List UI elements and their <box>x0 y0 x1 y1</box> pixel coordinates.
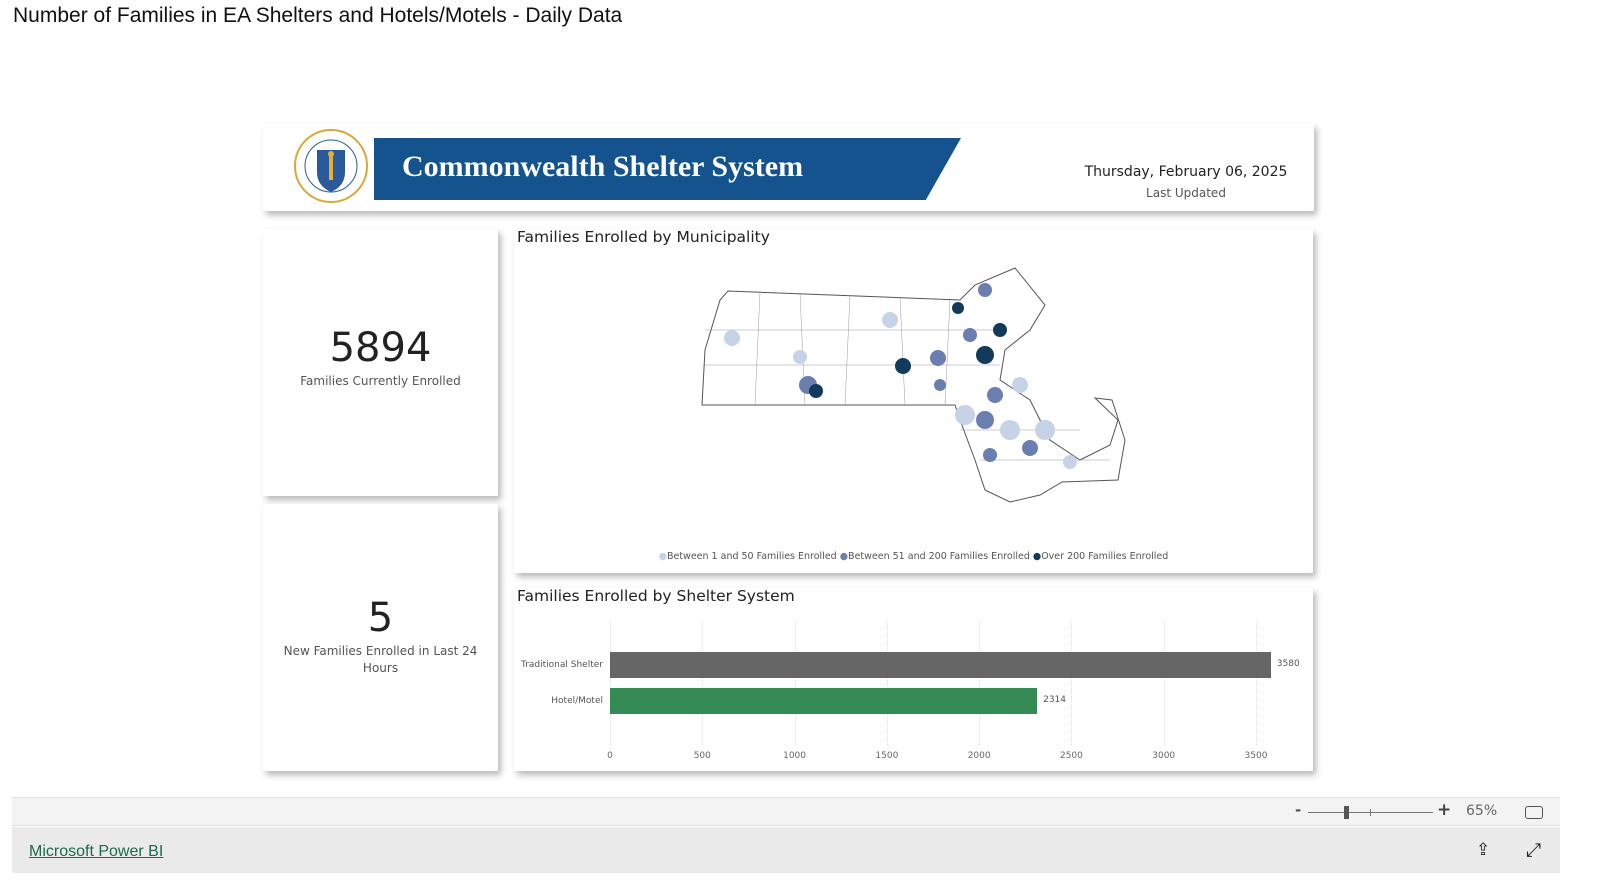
bar-chart-title: Families Enrolled by Shelter System <box>517 587 795 605</box>
x-tick-label: 0 <box>607 751 613 761</box>
map-legend: ●Between 1 and 50 Families Enrolled ●Bet… <box>514 551 1313 562</box>
legend-item: ●Between 1 and 50 Families Enrolled <box>658 551 837 562</box>
gridline <box>794 620 796 745</box>
bar-traditional-shelter[interactable] <box>610 652 1271 678</box>
legend-item: ●Between 51 and 200 Families Enrolled <box>839 551 1030 562</box>
banner-title: Commonwealth Shelter System <box>402 150 804 183</box>
data-label: 3580 <box>1276 659 1300 669</box>
x-tick-label: 1000 <box>783 751 807 761</box>
gridline <box>610 620 611 745</box>
bar-chart-card: Families Enrolled by Shelter System <box>514 587 1313 771</box>
massachusetts-seal-logo <box>294 129 368 203</box>
bottom-bar: Microsoft Power BI ⇪ ⤢ <box>12 827 1560 873</box>
map-title: Families Enrolled by Municipality <box>517 228 770 246</box>
kpi-label: Families Currently Enrolled <box>300 374 461 388</box>
kpi-label: New Families Enrolled in Last 24 Hours <box>283 643 478 675</box>
zoom-out-button[interactable]: - <box>1295 801 1302 819</box>
gridline <box>1071 620 1073 745</box>
bar-hotel-motel[interactable] <box>610 688 1038 714</box>
x-tick-label: 3000 <box>1152 751 1176 761</box>
gridline <box>1163 620 1165 745</box>
gridline <box>702 620 704 745</box>
state-outline <box>701 267 1126 503</box>
gridline <box>1256 620 1257 745</box>
fullscreen-icon[interactable]: ⤢ <box>1526 839 1542 861</box>
kpi-card-enrolled: 5894 Families Currently Enrolled <box>263 229 498 496</box>
gridline <box>886 620 888 745</box>
kpi-card-new: 5 New Families Enrolled in Last 24 Hours <box>263 504 498 771</box>
legend-item: ●Over 200 Families Enrolled <box>1032 551 1169 562</box>
kpi-value: 5 <box>367 594 394 641</box>
municipality-map[interactable] <box>514 229 1313 573</box>
zoom-in-button[interactable]: + <box>1437 800 1452 820</box>
data-label: 2314 <box>1043 695 1066 705</box>
power-bi-link[interactable]: Microsoft Power BI <box>29 843 164 860</box>
x-tick-label: 2500 <box>1059 751 1083 761</box>
zoom-slider[interactable] <box>1308 806 1433 819</box>
page-title: Number of Families in EA Shelters and Ho… <box>13 4 623 27</box>
x-tick-label: 1500 <box>875 751 899 761</box>
last-updated-label: Last Updated <box>1146 186 1226 200</box>
category-label: Hotel/Motel <box>551 696 603 706</box>
zoom-level: 65% <box>1466 803 1498 819</box>
last-updated-date: Thursday, February 06, 2025 <box>1084 164 1288 180</box>
kpi-value: 5894 <box>329 325 432 371</box>
fit-to-page-icon[interactable] <box>1525 806 1543 819</box>
banner: Commonwealth Shelter System <box>374 138 961 200</box>
x-tick-label: 3500 <box>1244 751 1268 761</box>
x-tick-label: 500 <box>693 751 711 761</box>
map-card: Families Enrolled by Municipality ●Betwe… <box>514 228 1313 573</box>
gridline <box>979 620 981 745</box>
header-card: Commonwealth Shelter System Thursday, Fe… <box>263 124 1314 211</box>
municipality-shapes <box>724 283 1077 469</box>
share-icon[interactable]: ⇪ <box>1476 840 1491 860</box>
x-tick-label: 2000 <box>967 751 991 761</box>
zoom-bar: - + 65% <box>12 797 1560 826</box>
category-label: Traditional Shelter <box>521 660 603 670</box>
zoom-slider-thumb[interactable] <box>1344 806 1349 819</box>
